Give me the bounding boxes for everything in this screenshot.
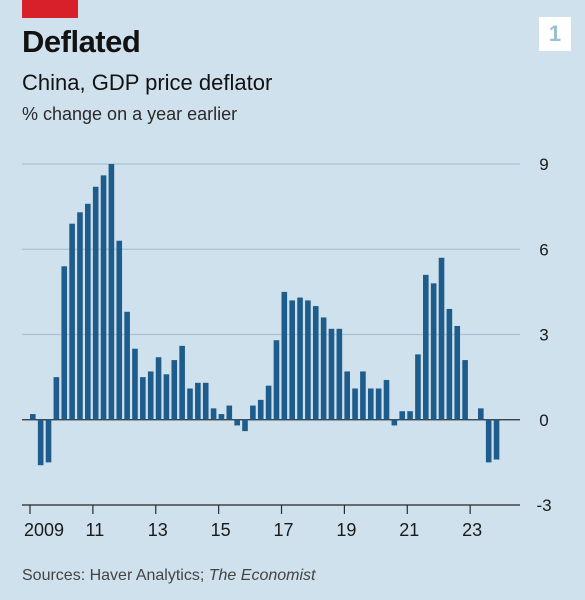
y-tick-label: 6 <box>539 240 548 259</box>
bar <box>344 371 350 420</box>
bar <box>446 308 453 420</box>
bar <box>375 388 382 420</box>
bar <box>399 411 406 420</box>
y-tick-label: 0 <box>539 411 548 430</box>
bar <box>140 377 146 420</box>
bar <box>430 283 437 420</box>
chart-unit-label: % change on a year earlier <box>22 104 238 124</box>
bar <box>234 419 240 426</box>
x-tick-label: 19 <box>336 520 356 540</box>
bar <box>328 328 335 420</box>
bar <box>187 388 193 420</box>
bar <box>360 371 366 420</box>
bar <box>163 374 170 420</box>
bar <box>391 419 398 426</box>
bar <box>297 297 303 420</box>
bar <box>289 300 295 420</box>
bar <box>147 371 154 420</box>
bar <box>132 348 138 420</box>
bar <box>45 419 52 463</box>
bar <box>30 414 36 420</box>
bar <box>124 311 130 420</box>
y-tick-label: 3 <box>539 326 548 345</box>
bar <box>108 164 115 420</box>
bar <box>179 345 185 420</box>
bar <box>423 274 429 420</box>
x-tick-label: 21 <box>399 520 419 540</box>
bar <box>242 419 248 432</box>
bar <box>415 354 421 420</box>
bar <box>218 414 225 420</box>
x-tick-label: 15 <box>211 520 231 540</box>
bar <box>85 203 91 420</box>
y-tick-label: 9 <box>539 155 548 174</box>
bar <box>305 300 311 420</box>
bar <box>171 360 178 420</box>
source-note: Sources: Haver Analytics; The Economist <box>22 567 315 585</box>
bar <box>493 419 500 460</box>
source-publication: The Economist <box>208 567 316 584</box>
bar <box>155 357 162 420</box>
bar <box>61 266 68 420</box>
bar <box>273 340 280 420</box>
bar <box>92 186 99 420</box>
bar <box>383 379 390 420</box>
bar <box>100 175 107 420</box>
bar <box>226 405 233 420</box>
bar <box>250 405 256 420</box>
bar <box>202 382 209 420</box>
bar <box>407 411 413 420</box>
x-tick-label: 17 <box>274 520 294 540</box>
economist-red-tab <box>22 0 78 18</box>
bar <box>116 240 123 420</box>
bar <box>312 306 319 420</box>
bar <box>281 291 288 420</box>
source-prefix: Sources: Haver Analytics; <box>22 567 209 584</box>
bar-chart: 9 6 3 0 -3 2009 11 13 15 17 19 21 23 <box>22 155 552 540</box>
bar <box>320 317 327 420</box>
bar <box>53 377 60 420</box>
chart-title: Deflated <box>22 24 141 59</box>
chart-number-badge: 1 <box>539 17 571 51</box>
bar <box>367 388 374 420</box>
bar <box>454 325 461 420</box>
bar <box>37 419 44 466</box>
bar <box>470 419 476 421</box>
y-tick-label: -3 <box>536 496 551 515</box>
bar <box>265 385 272 420</box>
bar <box>478 408 484 420</box>
bar <box>210 408 217 420</box>
bar <box>485 419 492 463</box>
x-tick-label: 13 <box>148 520 168 540</box>
bar <box>77 212 83 420</box>
bar <box>462 360 468 420</box>
bar <box>352 388 358 420</box>
chart-subtitle: China, GDP price deflator <box>22 70 273 95</box>
bar <box>336 328 343 420</box>
bar <box>438 257 445 420</box>
x-tick-label: 23 <box>462 520 482 540</box>
bar <box>69 223 75 420</box>
bar <box>257 399 264 420</box>
x-tick-label: 11 <box>86 520 105 540</box>
bar <box>195 382 201 420</box>
x-tick-label: 2009 <box>24 520 64 540</box>
